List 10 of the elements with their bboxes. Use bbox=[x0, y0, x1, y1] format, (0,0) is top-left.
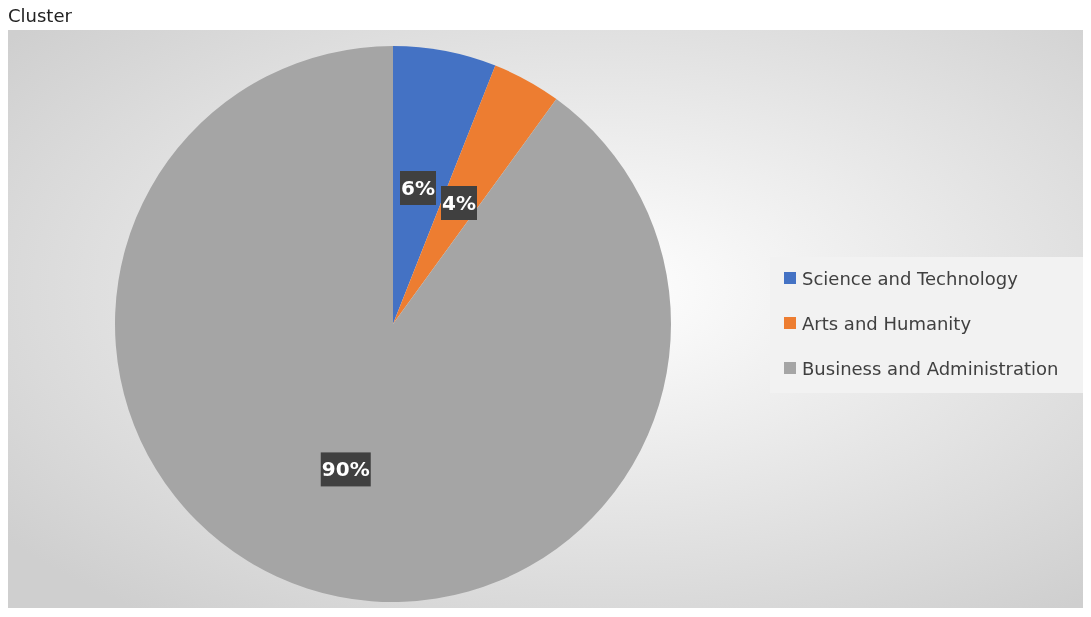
chart-title: Cluster bbox=[8, 5, 73, 26]
data-label: 4% bbox=[442, 191, 476, 215]
data-label: 90% bbox=[321, 457, 370, 482]
pie-slice bbox=[115, 46, 671, 602]
pie-slice bbox=[393, 65, 557, 324]
legend-label: Arts and Humanity bbox=[802, 313, 972, 334]
legend-label: Business and Administration bbox=[802, 358, 1059, 379]
data-label: 6% bbox=[401, 176, 435, 200]
pie-slice bbox=[393, 46, 496, 324]
legend-label: Science and Technology bbox=[802, 268, 1019, 289]
